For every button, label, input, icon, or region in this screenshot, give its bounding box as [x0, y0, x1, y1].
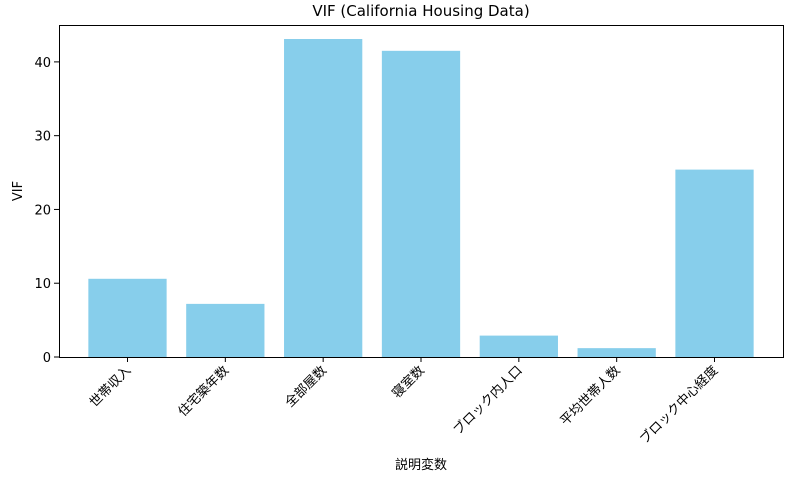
- x-tick-label: ブロック内人口: [450, 363, 526, 439]
- bar-4: [381, 50, 461, 357]
- bar-7: [675, 169, 754, 357]
- y-tick-label: 30: [34, 130, 51, 145]
- plot-frame: [59, 25, 784, 358]
- x-tick-label: 全部屋数: [282, 363, 330, 411]
- x-tick-label: 世帯収入: [87, 363, 134, 410]
- chart-title: VIF (California Housing Data): [312, 2, 529, 20]
- y-tick-label: 40: [34, 56, 51, 71]
- bar-2: [186, 303, 265, 357]
- x-tick-label: 平均世帯人数: [558, 363, 624, 429]
- x-tick-label: 住宅築年数: [176, 363, 233, 420]
- x-tick-label: ブロック中心経度: [636, 363, 721, 448]
- bar-1: [88, 278, 167, 357]
- y-tick-label: 0: [43, 351, 51, 366]
- bar-6: [577, 348, 656, 357]
- x-axis: 世帯収入 住宅築年数 全部屋数 寝室数 ブロック内人口 平均世帯人数 ブロック中心経度: [87, 357, 721, 447]
- bars-group: [88, 39, 754, 358]
- x-axis-label: 説明変数: [395, 457, 447, 473]
- y-tick-label: 10: [34, 277, 51, 292]
- bar-3: [284, 39, 363, 358]
- x-tick-label: 寝室数: [389, 363, 428, 402]
- y-axis: 0 10 20 30 40: [34, 56, 59, 366]
- y-tick-label: 20: [34, 203, 51, 218]
- y-axis-label: VIF: [11, 181, 26, 201]
- bar-5: [479, 335, 558, 357]
